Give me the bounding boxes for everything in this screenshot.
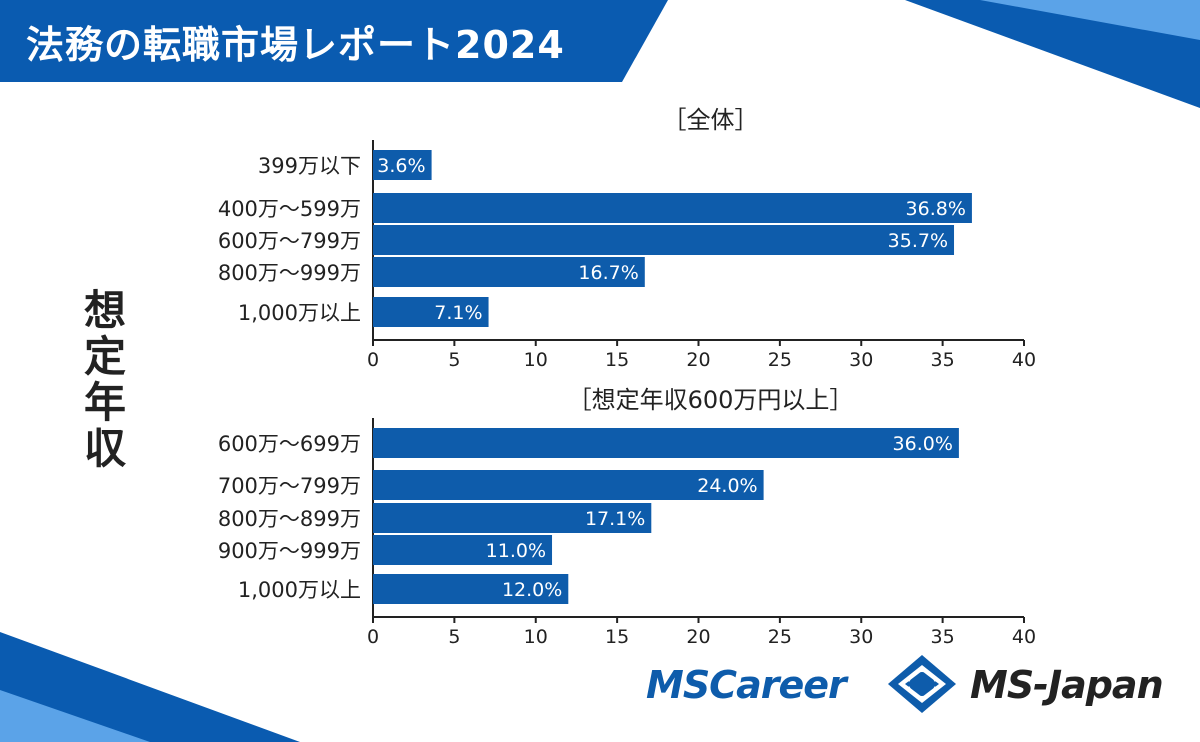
- category-label: 800万～899万: [218, 507, 361, 531]
- x-tick-label: 10: [524, 349, 548, 371]
- bar-data-label: 7.1%: [434, 302, 482, 324]
- x-tick-label: 0: [367, 349, 379, 371]
- bar-data-label: 17.1%: [585, 508, 645, 530]
- bar: [373, 428, 959, 458]
- x-tick-label: 15: [605, 349, 629, 371]
- bottom-left-stripe-dark: [0, 632, 300, 742]
- y-axis-label: 想定年収: [83, 286, 126, 473]
- chart-title: ［全体］: [663, 106, 759, 134]
- bar-data-label: 35.7%: [888, 230, 948, 252]
- bar: [373, 297, 489, 327]
- x-tick-label: 5: [448, 626, 460, 648]
- bar: [373, 503, 652, 533]
- category-label: 1,000万以上: [238, 578, 361, 602]
- category-label: 600万～799万: [218, 229, 361, 253]
- category-label: 1,000万以上: [238, 301, 361, 325]
- bar-chart-2: ［想定年収600万円以上］ 0 5 10 15 20 25 30 35 40 36.0% 600万～6…: [218, 386, 1036, 648]
- x-tick-label: 0: [367, 626, 379, 648]
- x-tick-label: 20: [686, 349, 710, 371]
- bar-data-label: 24.0%: [697, 475, 757, 497]
- x-tick-label: 10: [524, 626, 548, 648]
- top-right-stripe-dark: [905, 0, 1200, 108]
- x-tick-label: 30: [849, 349, 873, 371]
- bar-data-label: 36.8%: [906, 198, 966, 220]
- bar: [373, 535, 553, 565]
- bar: [373, 225, 955, 255]
- title-banner-shape: [0, 0, 668, 82]
- logo-area: MSCareer MS-Japan: [640, 645, 1180, 725]
- ms-japan-emblem-icon: [888, 655, 956, 713]
- category-label: 600万～699万: [218, 432, 361, 456]
- bar: [373, 150, 432, 180]
- x-tick-label: 40: [1012, 349, 1036, 371]
- x-tick-label: 15: [605, 626, 629, 648]
- mscareer-logo: MSCareer: [646, 663, 847, 707]
- bar-chart-1: ［全体］ 0 5 10 15 20 25 30 35 40 3.6% 399万以下 36.8% 400万～…: [218, 106, 1036, 371]
- bar: [373, 193, 972, 223]
- x-tick-label: 35: [931, 626, 955, 648]
- bar: [373, 470, 764, 500]
- ms-japan-logo: MS-Japan: [970, 663, 1164, 707]
- x-tick-label: 35: [931, 349, 955, 371]
- bar: [373, 257, 645, 287]
- category-label: 700万～799万: [218, 474, 361, 498]
- x-tick-label: 40: [1012, 626, 1036, 648]
- category-label: 400万～599万: [218, 197, 361, 221]
- page-title: 法務の転職市場レポート2024: [26, 23, 565, 67]
- top-right-stripe-light: [980, 0, 1200, 40]
- bar-data-label: 11.0%: [486, 540, 546, 562]
- x-tick-label: 5: [448, 349, 460, 371]
- bar-data-label: 12.0%: [502, 579, 562, 601]
- category-label: 900万～999万: [218, 539, 361, 563]
- x-tick-label: 20: [686, 626, 710, 648]
- category-label: 800万～999万: [218, 261, 361, 285]
- x-tick-label: 25: [768, 349, 792, 371]
- chart-title: ［想定年収600万円以上］: [568, 386, 854, 414]
- bottom-left-stripe-light: [0, 690, 150, 742]
- x-tick-label: 25: [768, 626, 792, 648]
- category-label: 399万以下: [258, 154, 361, 178]
- bar-data-label: 36.0%: [893, 433, 953, 455]
- bar-data-label: 16.7%: [578, 262, 638, 284]
- bar: [373, 574, 569, 604]
- bar-data-label: 3.6%: [377, 155, 425, 177]
- x-tick-label: 30: [849, 626, 873, 648]
